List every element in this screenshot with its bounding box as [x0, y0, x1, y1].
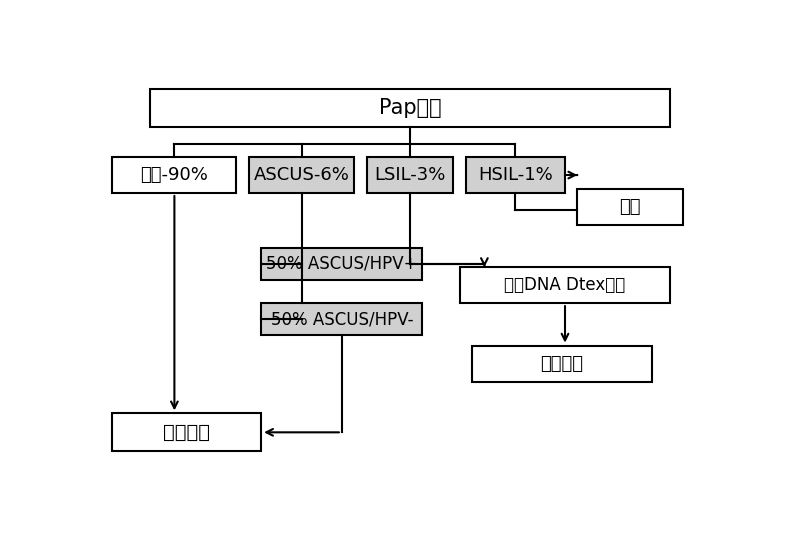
FancyBboxPatch shape [262, 303, 422, 335]
Text: 正常-90%: 正常-90% [141, 166, 208, 184]
Text: 阴道镜检: 阴道镜检 [541, 355, 583, 372]
Text: 宫颈DNA Dtex检查: 宫颈DNA Dtex检查 [504, 276, 626, 294]
Text: 手术: 手术 [619, 198, 641, 216]
FancyBboxPatch shape [466, 157, 565, 193]
Text: LSIL-3%: LSIL-3% [374, 166, 446, 184]
FancyBboxPatch shape [366, 157, 454, 193]
FancyBboxPatch shape [262, 248, 422, 280]
Text: 50% ASCUS/HPV-: 50% ASCUS/HPV- [270, 310, 413, 328]
FancyBboxPatch shape [112, 413, 262, 452]
FancyBboxPatch shape [150, 89, 670, 128]
FancyBboxPatch shape [459, 267, 670, 303]
FancyBboxPatch shape [472, 345, 652, 382]
Text: 50% ASCUS/HPV+: 50% ASCUS/HPV+ [266, 255, 418, 273]
Text: ASCUS-6%: ASCUS-6% [254, 166, 350, 184]
Text: 标准筛查: 标准筛查 [163, 423, 210, 442]
Text: HSIL-1%: HSIL-1% [478, 166, 553, 184]
FancyBboxPatch shape [249, 157, 354, 193]
FancyBboxPatch shape [578, 189, 683, 225]
FancyBboxPatch shape [112, 157, 237, 193]
Text: Pap检查: Pap检查 [378, 98, 442, 118]
